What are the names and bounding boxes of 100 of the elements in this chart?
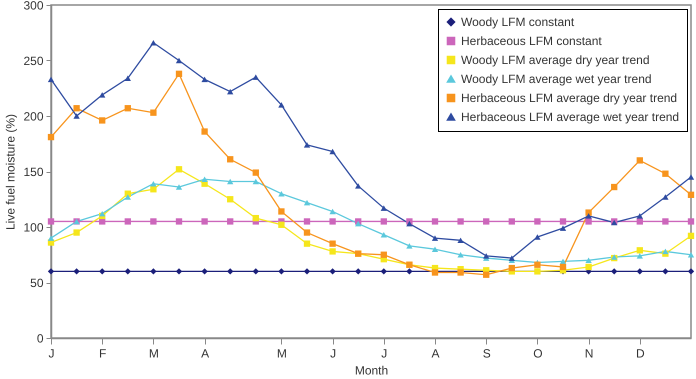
point: [380, 205, 387, 211]
point: [48, 268, 54, 275]
point: [99, 117, 106, 124]
y-tick-label: 250: [23, 54, 44, 68]
point: [560, 258, 566, 264]
point: [176, 218, 182, 225]
point: [457, 238, 464, 244]
point: [304, 200, 310, 206]
point: [278, 222, 285, 228]
point: [201, 268, 208, 275]
point: [124, 105, 131, 112]
point: [457, 218, 464, 225]
point: [636, 218, 643, 225]
point: [508, 264, 515, 272]
legend-label: Herbaceous LFM average wet year trend: [461, 110, 680, 124]
point: [636, 247, 643, 254]
point: [329, 148, 336, 154]
point: [329, 268, 336, 275]
point: [508, 218, 515, 225]
point: [150, 40, 157, 46]
point: [227, 178, 234, 184]
point: [483, 272, 490, 278]
y-tick-label: 50: [30, 276, 44, 290]
point: [73, 268, 80, 275]
x-axis-title: Month: [354, 364, 388, 378]
point: [227, 88, 234, 94]
point: [150, 110, 157, 116]
point: [483, 218, 490, 225]
point: [48, 134, 54, 140]
point: [611, 268, 618, 275]
point: [252, 169, 259, 176]
point: [406, 220, 413, 226]
x-tick-label: N: [584, 346, 594, 360]
y-tick-label: 100: [23, 220, 44, 234]
legend-label: Woody LFM constant: [461, 15, 575, 29]
point: [176, 184, 182, 190]
point: [252, 214, 259, 222]
point: [73, 229, 80, 236]
point: [329, 208, 336, 214]
point: [662, 194, 669, 200]
point: [252, 74, 259, 80]
x-tick-label: S: [482, 346, 491, 360]
point: [124, 218, 131, 225]
y-tick-label: 0: [36, 332, 44, 346]
point: [560, 218, 566, 225]
legend-label: Herbaceous LFM average dry year trend: [461, 91, 678, 105]
point: [380, 268, 387, 275]
point: [73, 113, 80, 119]
point: [252, 178, 259, 184]
point: [150, 218, 157, 225]
y-tick-label: 300: [23, 0, 44, 12]
point: [227, 196, 234, 202]
point: [278, 208, 285, 215]
point: [176, 58, 182, 64]
point: [534, 262, 541, 268]
legend-label: Woody LFM average wet year trend: [461, 72, 652, 86]
point: [611, 184, 618, 190]
point: [176, 166, 182, 172]
point: [636, 213, 643, 219]
point: [99, 92, 106, 98]
point: [304, 268, 310, 275]
point: [150, 186, 157, 192]
point: [662, 248, 669, 254]
point: [406, 243, 413, 249]
point: [329, 248, 336, 255]
point: [227, 218, 234, 225]
point: [278, 190, 285, 196]
point: [380, 232, 387, 238]
point: [150, 180, 157, 186]
x-tick-label: D: [636, 346, 645, 360]
point: [688, 192, 694, 198]
point: [585, 213, 592, 219]
point: [124, 76, 131, 81]
point: [304, 218, 310, 225]
point: [380, 218, 387, 225]
point: [99, 210, 106, 216]
point: [304, 229, 310, 236]
point: [201, 128, 208, 135]
point: [688, 232, 694, 240]
point: [227, 156, 234, 162]
point: [355, 268, 362, 275]
point: [585, 218, 592, 225]
legend-label: Herbaceous LFM constant: [461, 34, 602, 48]
point: [252, 268, 259, 275]
x-tick-label: A: [201, 346, 210, 360]
point: [355, 220, 362, 226]
point: [99, 268, 106, 275]
point: [73, 105, 80, 112]
point: [662, 268, 669, 275]
point: [457, 252, 464, 258]
x-tick-label: M: [148, 346, 159, 360]
x-tick-label: O: [533, 346, 543, 360]
point: [227, 268, 234, 275]
point: [124, 268, 131, 275]
point: [636, 253, 643, 259]
x-tick-label: J: [381, 346, 388, 360]
point: [278, 102, 285, 108]
y-axis-title: Live fuel moisture (%): [3, 114, 18, 230]
point: [560, 264, 566, 270]
point: [304, 142, 310, 148]
